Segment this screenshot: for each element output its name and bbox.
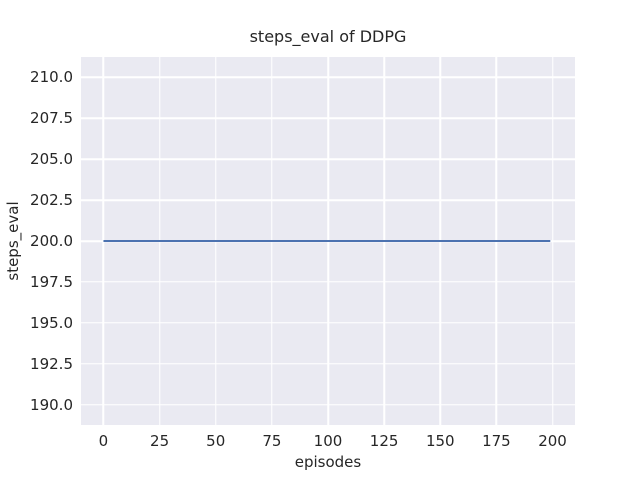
x-tick-label: 125 (369, 432, 399, 450)
gridline-horizontal (81, 281, 575, 283)
gridline-horizontal (81, 117, 575, 120)
plot-area (81, 57, 575, 425)
x-tick-label: 25 (150, 432, 170, 450)
gridline-horizontal (81, 199, 575, 201)
x-tick-label: 200 (538, 432, 567, 450)
y-tick-label: 190.0 (30, 395, 73, 414)
y-tick-label: 197.5 (30, 272, 73, 291)
y-tick-label: 202.5 (30, 191, 73, 210)
x-tick-label: 100 (313, 432, 343, 450)
y-tick-label: 200.0 (30, 232, 73, 250)
y-tick-label: 195.0 (30, 313, 73, 332)
line-series-svg (103, 239, 551, 243)
x-tick-label: 0 (98, 432, 109, 450)
y-tick-label: 207.5 (30, 109, 73, 128)
x-tick-label: 75 (262, 432, 282, 450)
gridline-horizontal (81, 362, 575, 365)
chart-title: steps_eval of DDPG (249, 27, 407, 46)
x-tick-label: 150 (425, 432, 455, 450)
x-tick-label: 175 (482, 432, 511, 450)
y-tick-label: 210.0 (30, 68, 73, 87)
gridline-horizontal (81, 158, 575, 160)
y-tick-label: 205.0 (30, 150, 73, 169)
x-axis-label: episodes (294, 453, 362, 471)
gridline-horizontal (81, 403, 575, 406)
x-tick-label: 50 (206, 432, 226, 450)
gridline-horizontal (81, 76, 575, 79)
gridline-horizontal (81, 322, 575, 324)
y-tick-label: 192.5 (30, 354, 73, 373)
